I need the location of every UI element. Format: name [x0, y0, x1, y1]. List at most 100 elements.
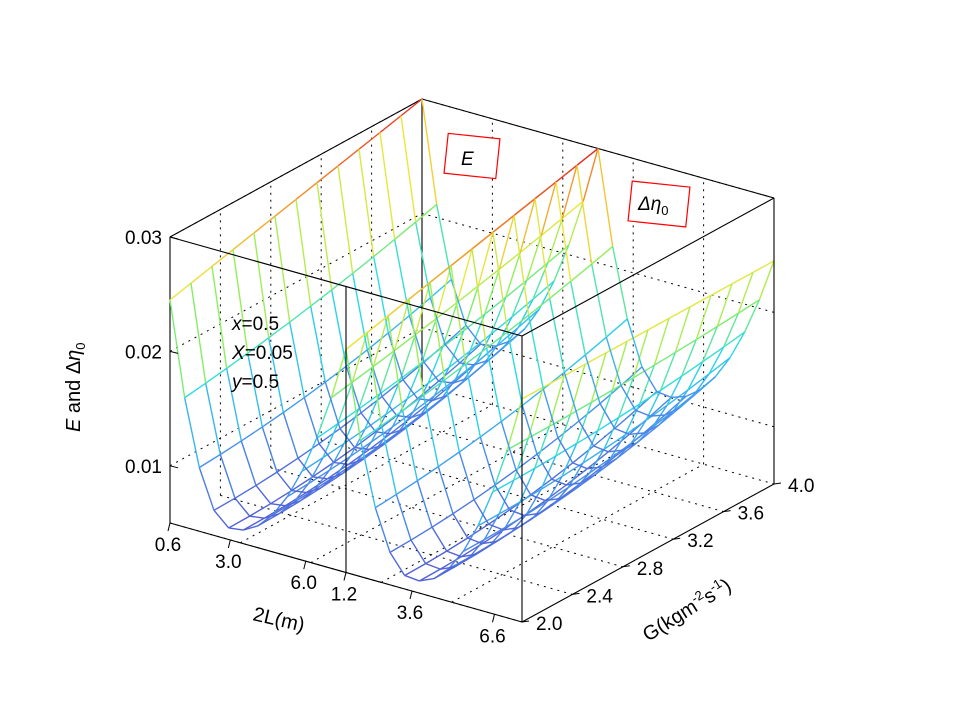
l-tick-0-2 — [303, 561, 307, 570]
mesh-Δη0-G4-8 — [546, 476, 563, 502]
mesh-E-L2-8 — [366, 332, 389, 351]
mesh-E-G1-5 — [264, 513, 280, 519]
mesh-Δη0-L9-3 — [540, 475, 563, 491]
mesh-Δη0-G1-6 — [454, 556, 471, 568]
mesh-Δη0-G11-9 — [708, 346, 725, 375]
mesh-E-G10-2 — [408, 315, 425, 363]
mesh-Δη0-L2-4 — [458, 436, 481, 453]
mesh-Δη0-L0-11 — [576, 147, 599, 166]
mesh-Δη0-G6-2 — [500, 421, 517, 471]
mesh-E-G10-3 — [423, 361, 440, 382]
mesh-Δη0-G12-7 — [700, 376, 716, 391]
mesh-Δη0-G8-6 — [601, 457, 618, 468]
mesh-Δη0-L0-4 — [429, 265, 452, 283]
mesh-E-L9-9 — [490, 316, 513, 335]
mesh-Δη0-G10-9 — [687, 361, 704, 391]
axis-ticks: 0.01 0.02 0.03 2.0 2.4 2.8 3.2 3.6 4.0 0.6 3.0 6.0 1… — [125, 228, 814, 647]
mesh-E-L4-3 — [291, 476, 314, 492]
mesh-E-G2-8 — [328, 443, 345, 471]
mesh-E-L1-8 — [352, 256, 375, 274]
mesh-E-L2-11 — [429, 278, 452, 299]
mesh-E-L4-11 — [459, 343, 482, 364]
mesh-E-G0-8 — [286, 470, 303, 498]
mesh-E-G4-1 — [267, 337, 285, 413]
legend-e-label: E — [461, 149, 474, 170]
mesh-Δη0-L1-9 — [549, 280, 572, 299]
annotation-y: y=0.5 — [230, 372, 279, 393]
mesh-Δη0-G6-9 — [603, 417, 620, 450]
mesh-Δη0-G4-10 — [576, 402, 592, 444]
mesh-Δη0-G9-2 — [563, 372, 580, 422]
mesh-E-L1-2 — [226, 352, 249, 369]
mesh-Δη0-G1-8 — [483, 513, 500, 540]
mesh-Δη0-L11-8 — [674, 338, 697, 354]
mesh-Δη0-L8-6 — [588, 457, 611, 474]
mesh-E-G6-0 — [295, 199, 312, 307]
mesh-Δη0-G1-3 — [410, 539, 427, 564]
mesh-Δη0-G0-4 — [404, 574, 420, 582]
mesh-E-L3-2 — [255, 471, 278, 487]
mesh-E-G7-10 — [463, 285, 479, 332]
mesh-E-L1-7 — [331, 272, 354, 291]
mesh-Δη0-L0-9 — [534, 181, 557, 200]
mesh-Δη0-G9-1 — [548, 298, 566, 373]
mesh-Δη0-L10-6 — [618, 403, 641, 419]
mesh-Δη0-G5-6 — [538, 503, 555, 515]
mesh-Δη0-G11-3 — [620, 385, 637, 411]
mesh-Δη0-G0-2 — [374, 507, 391, 553]
mesh-E-L5-10 — [452, 364, 475, 384]
mesh-Δη0-L11-3 — [569, 401, 592, 416]
mesh-Δη0-G11-7 — [679, 393, 695, 409]
mesh-E-G12-3 — [465, 325, 482, 345]
l-tick-1-1 — [409, 590, 413, 600]
mesh-Δη0-L8-5 — [567, 472, 590, 489]
mesh-Δη0-G0-11 — [506, 398, 523, 450]
mesh-Δη0-L4-7 — [551, 462, 574, 480]
mesh-E-L10-3 — [379, 378, 402, 395]
g-tick-1 — [572, 592, 580, 595]
mesh-Δη0-G2-1 — [401, 410, 419, 481]
mesh-Δη0-L10-10 — [702, 346, 725, 363]
grid-g-floor-1 — [220, 494, 573, 595]
mesh-Δη0-L1-8 — [528, 297, 551, 316]
l-tick-0-1 — [227, 539, 231, 549]
mesh-Δη0-G1-9 — [498, 480, 515, 515]
mesh-Δη0-L12-7 — [668, 306, 691, 320]
mesh-E-G11-6 — [488, 346, 505, 361]
mesh-Δη0-L12-6 — [647, 317, 670, 331]
mesh-Δη0-L11-6 — [632, 364, 655, 379]
mesh-Δη0-G2-8 — [504, 501, 521, 528]
g-axis-label: G(kgm-2s-1) — [637, 572, 735, 646]
mesh-E-L10-9 — [505, 279, 528, 299]
mesh-Δη0-L1-11 — [591, 245, 614, 265]
mesh-E-L0-9 — [358, 131, 381, 150]
mesh-Δη0-L5-0 — [418, 568, 441, 582]
mesh-Δη0-L0-10 — [555, 164, 578, 183]
mesh-Δη0-G7-4 — [551, 478, 567, 486]
mesh-Δη0-G11-4 — [635, 409, 651, 417]
mesh-E-L4-10 — [438, 362, 461, 382]
mesh-E-G5-3 — [318, 443, 335, 463]
mesh-E-G12-11 — [582, 148, 599, 202]
mesh-E-G5-7 — [377, 426, 393, 448]
mesh-E-L11-6 — [456, 285, 479, 303]
mesh-Δη0-L2-8 — [542, 371, 565, 390]
mesh-Δη0-G7-3 — [536, 453, 553, 480]
mesh-E-G2-7 — [314, 469, 330, 490]
mesh-Δη0-G5-10 — [597, 389, 613, 431]
legend-delta-eta0-label: Δη0 — [637, 194, 669, 218]
mesh-E-L9-4 — [385, 398, 408, 415]
box-front-edge-1 — [521, 483, 775, 623]
mesh-E-L2-7 — [345, 349, 368, 367]
mesh-Δη0-L8-4 — [546, 486, 569, 502]
g-tick-label-4: 3.6 — [738, 504, 764, 525]
l-tick-1-2 — [492, 614, 495, 623]
g-tick-0 — [521, 620, 530, 623]
mesh-E-G5-2 — [303, 397, 320, 444]
mesh-Δη0-G6-3 — [515, 469, 532, 496]
mesh-Δη0-G9-0 — [534, 198, 551, 299]
g-tick-label-1: 2.4 — [586, 586, 613, 607]
mesh-Δη0-L9-1 — [498, 501, 521, 515]
mesh-E-G9-5 — [432, 394, 448, 402]
g-tick-4 — [723, 510, 731, 513]
